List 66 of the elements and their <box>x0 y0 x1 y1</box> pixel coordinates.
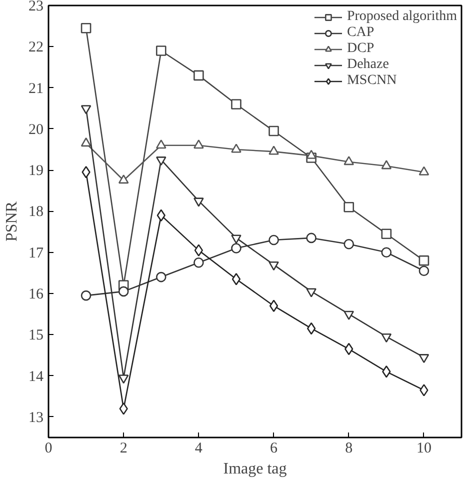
x-tick-label: 6 <box>270 440 278 456</box>
x-axis-title: Image tag <box>223 460 287 478</box>
y-tick-label: 15 <box>28 328 44 344</box>
point <box>418 255 430 266</box>
y-tick-label: 16 <box>28 286 44 302</box>
point <box>418 166 430 176</box>
legend-label: Dehaze <box>346 57 389 73</box>
y-tick-label: 23 <box>28 0 44 14</box>
point <box>119 402 128 415</box>
point <box>231 243 242 254</box>
point <box>80 137 92 147</box>
point <box>381 160 392 170</box>
x-tick-label: 8 <box>345 440 353 456</box>
point <box>231 99 242 110</box>
y-tick-label: 19 <box>28 163 44 180</box>
point <box>194 244 203 256</box>
y-tick-label: 21 <box>28 80 44 97</box>
point <box>80 290 92 301</box>
point <box>344 238 354 250</box>
point <box>118 174 129 184</box>
x-tick-label: 2 <box>120 440 128 456</box>
point <box>381 247 392 258</box>
point <box>156 46 166 56</box>
point <box>194 70 204 81</box>
point <box>80 22 92 34</box>
point <box>344 310 354 320</box>
point <box>194 140 204 149</box>
point <box>418 266 430 276</box>
point <box>344 156 354 166</box>
point <box>381 228 392 239</box>
y-tick-label: 14 <box>28 368 44 385</box>
point <box>156 272 166 282</box>
point <box>268 234 279 246</box>
point <box>268 146 279 155</box>
point <box>118 286 129 297</box>
x-tick-label: 0 <box>44 440 52 456</box>
y-tick-label: 18 <box>28 204 44 220</box>
point <box>381 333 392 343</box>
legend-label: CAP <box>346 25 374 41</box>
point <box>156 209 166 222</box>
x-tick-label: 4 <box>194 440 203 456</box>
legend-label: Proposed algorithm <box>346 9 457 25</box>
point <box>232 272 241 286</box>
point <box>306 150 316 159</box>
point <box>194 258 204 268</box>
legend-label: MSCNN <box>346 73 397 89</box>
point <box>156 140 166 149</box>
point <box>231 234 242 244</box>
point <box>118 374 129 384</box>
y-tick-label: 17 <box>28 245 44 262</box>
y-tick-label: 22 <box>28 40 44 56</box>
y-tick-label: 20 <box>28 122 44 138</box>
x-tick-label: 10 <box>416 440 432 456</box>
point <box>418 354 430 364</box>
point <box>231 144 242 153</box>
point <box>306 232 316 244</box>
point <box>382 366 391 378</box>
point <box>269 300 278 312</box>
point <box>344 202 354 212</box>
y-tick-label: 13 <box>28 410 44 426</box>
point <box>420 384 428 396</box>
y-axis-title: PSNR <box>4 201 20 242</box>
point <box>306 288 316 298</box>
legend-label: DCP <box>346 41 374 57</box>
point <box>268 261 279 271</box>
point <box>268 126 279 136</box>
